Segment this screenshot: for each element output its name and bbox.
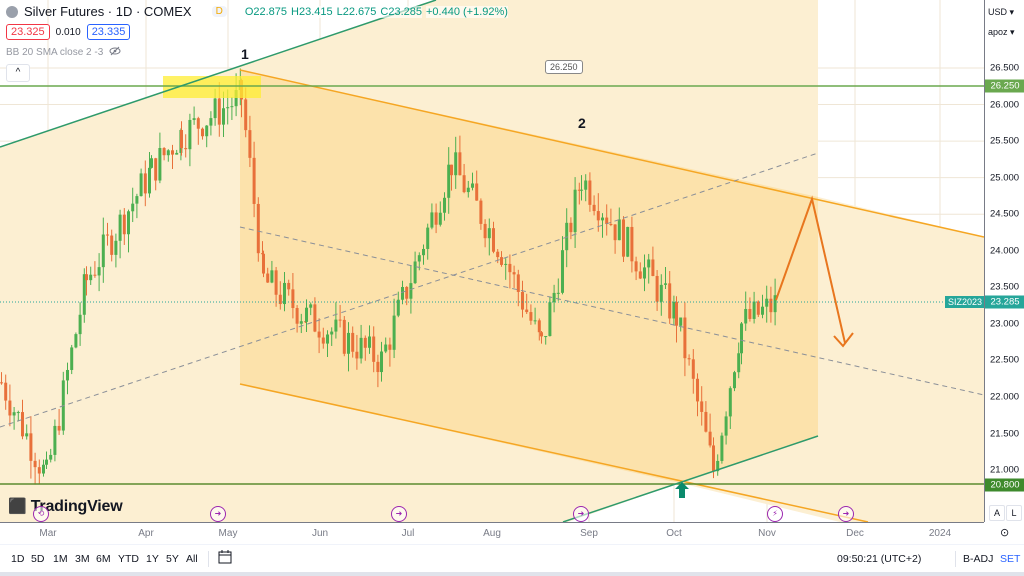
last-price-label: 23.285 [985, 295, 1024, 309]
forecast-path [775, 195, 846, 344]
collapse-legend-button[interactable]: ^ [6, 64, 30, 82]
time-label: Aug [483, 528, 501, 539]
bottom-strip [0, 572, 1024, 576]
session-toggle[interactable]: SET [1000, 553, 1021, 565]
adjustment-toggle[interactable]: B-ADJ [963, 553, 994, 565]
change-value: +0.440 (+1.92%) [425, 5, 508, 18]
spread-value: 0.010 [55, 26, 81, 38]
wave-label-2: 2 [578, 115, 586, 131]
time-label: Nov [758, 528, 776, 539]
chart-area[interactable]: Silver Futures · 1D · COMEX D O22.875 H2… [0, 0, 984, 522]
descending-channel-fill [240, 70, 818, 483]
bottom-toolbar: 1D 5D 1M 3M 6M YTD 1Y 5Y All 09:50:21 (U… [0, 544, 1024, 573]
trendline-lower [562, 435, 819, 522]
ohlc-values: O22.875 H23.415 L22.675 C23.285 +0.440 (… [244, 5, 508, 18]
price-tick: 22.500 [990, 354, 1020, 366]
price-tick: 23.000 [990, 318, 1020, 330]
market-status-badge[interactable]: D [211, 6, 227, 17]
auto-scale-button[interactable]: A [989, 505, 1005, 521]
price-tick: 24.000 [990, 245, 1020, 257]
time-label: May [218, 528, 238, 539]
symbol-logo-icon [6, 5, 18, 18]
trendline-upper [0, 0, 437, 148]
top-highlight [163, 76, 261, 98]
buy-button[interactable]: 23.335 [86, 24, 131, 40]
tradingview-logo-icon: ⬛ [8, 498, 27, 515]
time-label: 2024 [928, 528, 952, 539]
range-5d[interactable]: 5D [31, 553, 45, 565]
channel-upper-line [239, 69, 984, 238]
clock-timezone[interactable]: 09:50:21 (UTC+2) [837, 553, 922, 565]
range-ytd[interactable]: YTD [118, 553, 139, 565]
symbol-price-tag: SIZ2023 [945, 296, 984, 308]
price-tick: 21.000 [990, 464, 1020, 476]
candles [0, 68, 777, 485]
dividend-event-icon[interactable]: ➜ [573, 506, 589, 522]
range-1d[interactable]: 1D [11, 553, 25, 565]
support-price-label: 20.800 [985, 478, 1024, 492]
time-label: Oct [666, 528, 682, 539]
time-label: Mar [39, 528, 57, 539]
tradingview-logo[interactable]: ⬛ TradingView [8, 497, 123, 516]
range-6m[interactable]: 6M [96, 553, 111, 565]
scale-mode-select[interactable]: apoz ▾ [988, 27, 1015, 37]
chart-canvas[interactable] [0, 0, 984, 522]
divider [208, 551, 209, 567]
sell-button[interactable]: 23.325 [6, 24, 50, 40]
channel-lower-line [239, 383, 869, 522]
range-1m[interactable]: 1M [53, 553, 68, 565]
time-label: Dec [846, 528, 864, 539]
price-tick: 23.500 [990, 281, 1020, 293]
mid-line-descending [239, 226, 984, 396]
time-label: Jun [311, 528, 329, 539]
high-value: H23.415 [291, 5, 333, 18]
tradingview-logo-text: TradingView [30, 498, 123, 515]
buy-signal-up-arrow-icon [675, 482, 689, 498]
price-tick: 26.000 [990, 99, 1020, 111]
symbol-title[interactable]: Silver Futures · 1D · COMEX [24, 4, 192, 19]
range-3m[interactable]: 3M [75, 553, 90, 565]
time-label: Sep [580, 528, 598, 539]
price-tick: 22.000 [990, 391, 1020, 403]
price-axis[interactable]: USD ▾ apoz ▾ 26.500 26.000 25.500 25.000… [984, 0, 1024, 522]
hidden-eye-icon[interactable] [109, 46, 121, 59]
time-label: Apr [138, 528, 154, 539]
price-tick: 25.500 [990, 135, 1020, 147]
divider [955, 551, 956, 567]
earnings-event-icon[interactable]: ⚡ [767, 506, 783, 522]
go-to-date-calendar-icon[interactable] [218, 550, 232, 567]
range-1y[interactable]: 1Y [146, 553, 159, 565]
price-tick: 26.500 [990, 62, 1020, 74]
resistance-price-label: 26.250 [985, 79, 1024, 93]
low-value: L22.675 [336, 5, 377, 18]
split-event-icon[interactable]: ⟲ [33, 506, 49, 522]
dividend-event-icon[interactable]: ➜ [391, 506, 407, 522]
currency-select[interactable]: USD ▾ [988, 7, 1015, 17]
close-value: C23.285 [380, 5, 422, 18]
range-all[interactable]: All [186, 553, 198, 565]
wave-label-1: 1 [241, 46, 249, 62]
indicator-legend[interactable]: BB 20 SMA close 2 -3 [6, 46, 121, 59]
indicator-label: BB 20 SMA close 2 -3 [6, 47, 104, 58]
price-tick: 21.500 [990, 428, 1020, 440]
dividend-event-icon[interactable]: ➜ [210, 506, 226, 522]
chart-settings-gear-icon[interactable]: ⊙ [1000, 527, 1010, 539]
range-5y[interactable]: 5Y [166, 553, 179, 565]
chart-legend: Silver Futures · 1D · COMEX D O22.875 H2… [6, 4, 508, 19]
forecast-arrowhead [833, 332, 854, 348]
price-callout[interactable]: 26.250 [545, 60, 583, 74]
price-tick: 25.000 [990, 172, 1020, 184]
open-value: O22.875 [244, 5, 288, 18]
time-label: Jul [401, 528, 415, 539]
price-tick: 24.500 [990, 208, 1020, 220]
log-scale-button[interactable]: L [1006, 505, 1022, 521]
time-axis[interactable]: Mar Apr May Jun Jul Aug Sep Oct Nov Dec … [0, 522, 984, 545]
trade-buttons: 23.325 0.010 23.335 [6, 24, 131, 40]
dividend-event-icon[interactable]: ➜ [838, 506, 854, 522]
